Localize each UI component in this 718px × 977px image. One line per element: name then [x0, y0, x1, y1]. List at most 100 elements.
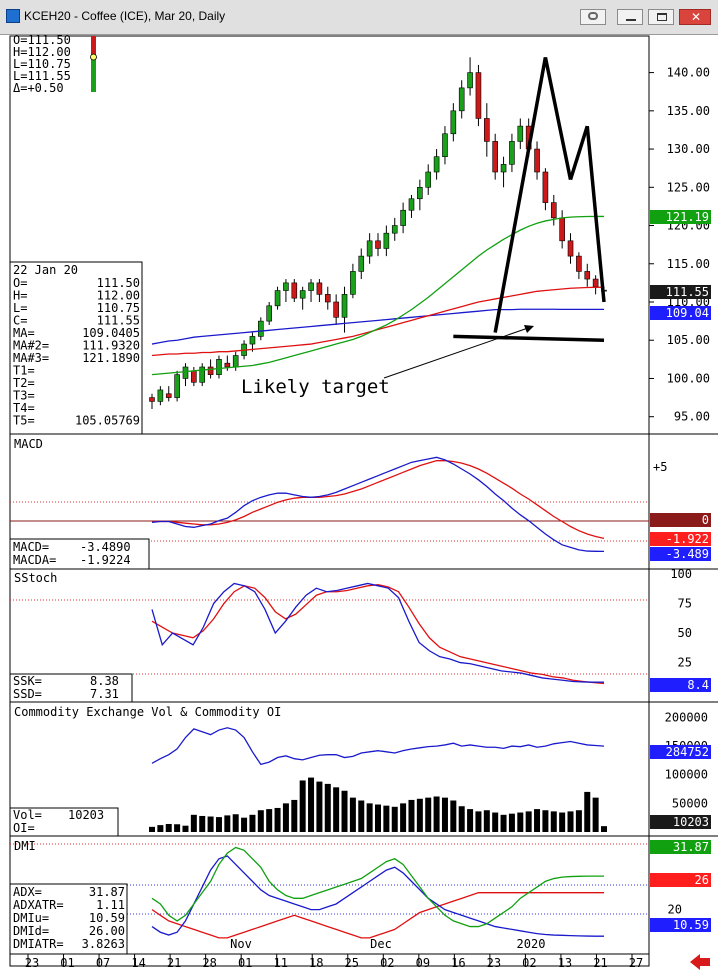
dmi-readout-value: 3.8263 [82, 937, 125, 951]
data-window-value: 111.55 [97, 314, 140, 328]
macd-signal-tag-bg [650, 532, 711, 546]
volume-bar [508, 813, 515, 832]
trendline-decline-1 [543, 56, 573, 180]
trendline-decline-2 [568, 125, 589, 181]
volume-bar [467, 809, 474, 832]
link-button[interactable] [580, 9, 606, 25]
scroll-left-arrow-icon[interactable] [690, 954, 710, 970]
volume-bar [165, 823, 172, 832]
candle-down [550, 202, 557, 219]
sstoch-readout-frame [9, 673, 133, 703]
trendline-rally [493, 56, 548, 333]
annotation-arrow-line [383, 327, 529, 379]
data-window-value: 105.05769 [75, 414, 140, 428]
time-tick-label: 07 [96, 956, 110, 970]
time-tick-label: 09 [416, 956, 430, 970]
close-button[interactable]: ✕ [679, 9, 711, 25]
candle-down [559, 217, 565, 242]
adx-value-tag: 31.87 [673, 840, 709, 854]
candle-down [475, 72, 482, 119]
macd-zero-tag-bg [650, 513, 711, 527]
moving-average-line-3 [151, 215, 604, 376]
candle-down [492, 141, 498, 173]
volume-bar [408, 799, 415, 832]
volume-bar [299, 780, 306, 832]
price-tick-label: 140.00 [667, 66, 710, 80]
candle-up [408, 198, 415, 211]
volume-bar [190, 814, 197, 832]
time-tick-label: 13 [558, 956, 572, 970]
dmi-readout-key: DMId= [13, 924, 49, 938]
data-window-value: 112.00 [97, 289, 140, 303]
volume-bar [375, 804, 381, 832]
dmi-readout-value: 26.00 [89, 924, 125, 938]
time-tick-label: 25 [345, 956, 359, 970]
stoch-k-line [151, 582, 605, 683]
data-window-key: T3= [13, 389, 35, 403]
macd-signal-tag: -1.922 [666, 532, 709, 546]
candle-up [350, 271, 356, 295]
volume-bar [534, 809, 541, 832]
candle-up [450, 110, 457, 135]
maximize-button[interactable] [648, 9, 674, 25]
candle-up [458, 87, 465, 112]
candle-up [232, 355, 239, 368]
candle-up [391, 225, 398, 234]
time-tick-label: 01 [238, 956, 252, 970]
chart-canvas: 95.00100.00105.00110.00115.00120.00125.0… [9, 34, 718, 970]
maximize-icon [657, 13, 667, 21]
volume-bar [450, 800, 457, 832]
candle-down [191, 370, 197, 383]
volume-bar [224, 815, 231, 832]
price-tick-label: 100.00 [667, 371, 710, 385]
dmi-plus-line [151, 855, 605, 937]
vol-readout: Vol= 10203 [13, 808, 104, 822]
candle-up [400, 209, 406, 226]
time-tick-label: 02 [522, 956, 536, 970]
volume-bar [517, 812, 524, 832]
candle-up [366, 240, 373, 257]
volume-readout-frame [9, 807, 119, 837]
candle-up [517, 125, 524, 142]
title-bar: KCEH20 - Coffee (ICE), Mar 20, Daily ✕ [0, 0, 718, 35]
stoch-tick-label: 25 [678, 656, 692, 670]
dmi-minus-tag: 26 [695, 873, 709, 887]
volume-bar [149, 826, 155, 832]
data-window-key: T5= [13, 414, 35, 428]
candle-down [316, 282, 323, 295]
data-window-key: MA= [13, 326, 35, 340]
stoch-tick-label: 100 [670, 567, 692, 581]
candle-up [467, 72, 473, 89]
ma3-price-tag-bg [650, 210, 711, 224]
ohlc-label: L=110.75 [13, 57, 71, 71]
time-tick-label: 16 [451, 956, 465, 970]
dmi-tick-label: 20 [668, 903, 682, 917]
volume-bar [333, 787, 340, 832]
volume-title: Commodity Exchange Vol & Commodity OI [14, 705, 281, 719]
volume-bar [400, 803, 407, 832]
candle-down [375, 240, 381, 249]
dmi-readout-key: DMIATR= [13, 937, 64, 951]
volume-bar [199, 815, 206, 832]
macd-readout-frame [9, 538, 150, 570]
price-tick-label: 95.00 [674, 410, 710, 424]
data-window-date: 22 Jan 20 [13, 263, 78, 277]
stoch-tick-label: 75 [678, 597, 692, 611]
month-label: 2020 [517, 937, 546, 951]
ma1-price-tag-bg [650, 306, 711, 320]
volume-bar [324, 783, 331, 832]
minimize-button[interactable] [617, 9, 643, 25]
stoch-d-line [151, 583, 605, 685]
macd-signal-line [152, 460, 605, 539]
volume-bar [550, 811, 557, 832]
ma3-price-tag: 121.19 [666, 210, 709, 224]
ohlc-readout: O=111.50 H=112.00 L=110.75 L=111.55 Δ=+0… [13, 34, 97, 95]
candle-down [333, 301, 339, 318]
oi-value-tag-bg [650, 745, 711, 759]
candle-down [149, 397, 155, 402]
macd-zero-tag: 0 [702, 513, 709, 527]
data-window-value: 121.1890 [82, 351, 140, 365]
time-tick-label: 01 [60, 956, 74, 970]
data-window-value: 109.0405 [82, 326, 140, 340]
data-window-key: O= [13, 276, 27, 290]
